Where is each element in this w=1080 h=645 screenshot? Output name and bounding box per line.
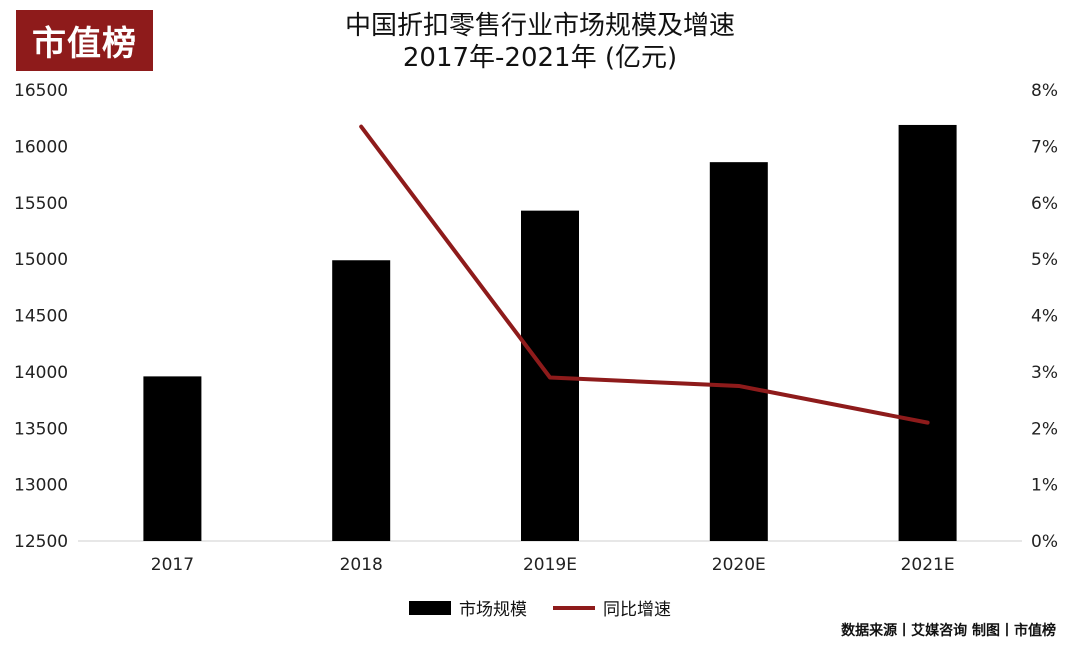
y-right-tick-label: 5%	[1031, 250, 1058, 270]
y-right-tick-label: 6%	[1031, 194, 1058, 214]
legend-label-market-size: 市场规模	[459, 600, 527, 620]
y-left-tick-label: 16000	[14, 137, 68, 157]
x-tick-label: 2019E	[523, 555, 577, 575]
legend-item-growth: 同比增速	[553, 595, 671, 620]
x-tick-label: 2017	[151, 555, 194, 575]
x-tick-label: 2021E	[901, 555, 955, 575]
y-right-tick-label: 3%	[1031, 363, 1058, 383]
legend-swatch-bar	[409, 600, 451, 615]
brand-logo-text: 市值榜	[32, 24, 137, 64]
y-left-tick-label: 15000	[14, 250, 68, 270]
chart-title: 中国折扣零售行业市场规模及增速 2017年-2021年 (亿元)	[200, 10, 880, 74]
chart-title-line2: 2017年-2021年 (亿元)	[402, 43, 678, 73]
y-left-tick-label: 16500	[14, 81, 68, 101]
y-left-tick-label: 14000	[14, 363, 68, 383]
x-tick-label: 2020E	[712, 555, 766, 575]
y-right-tick-label: 2%	[1031, 419, 1058, 439]
bar	[709, 162, 768, 541]
bar	[143, 376, 202, 541]
y-left-tick-label: 14500	[14, 307, 68, 327]
chart-title-line1: 中国折扣零售行业市场规模及增速	[344, 11, 735, 41]
y-right-tick-label: 4%	[1031, 307, 1058, 327]
y-left-tick-label: 15500	[14, 194, 68, 214]
bar	[332, 260, 391, 541]
source-note: 数据来源丨艾媒咨询 制图丨市值榜	[841, 623, 1056, 639]
y-left-tick-label: 13500	[14, 419, 68, 439]
legend-swatch-line	[553, 605, 595, 610]
y-left-tick-label: 13000	[14, 476, 68, 496]
y-right-tick-label: 8%	[1031, 81, 1058, 101]
y-right-tick-label: 7%	[1031, 137, 1058, 157]
y-left-tick-label: 12500	[14, 532, 68, 552]
legend-label-growth: 同比增速	[603, 600, 671, 620]
growth-line	[359, 124, 930, 425]
x-tick-label: 2018	[340, 555, 383, 575]
legend-item-market-size: 市场规模	[409, 595, 527, 620]
chart-legend: 市场规模 同比增速	[0, 595, 1080, 620]
brand-logo: 市值榜	[16, 10, 153, 71]
y-right-tick-label: 1%	[1031, 476, 1058, 496]
bar	[898, 124, 957, 541]
y-right-tick-label: 0%	[1031, 532, 1058, 552]
